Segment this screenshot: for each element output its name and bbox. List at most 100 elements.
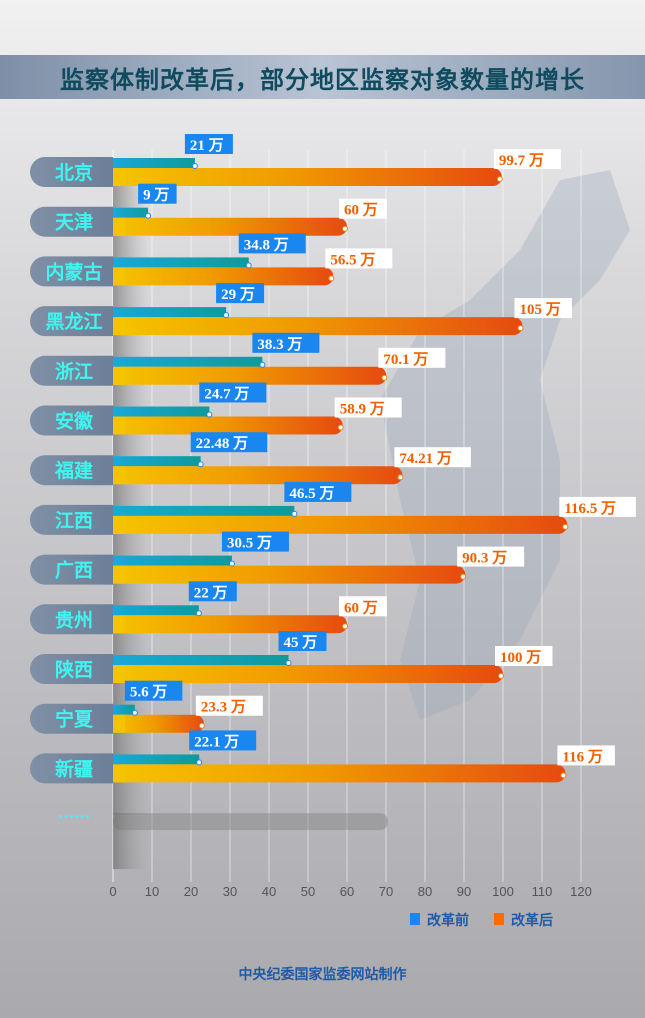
data-label-after-text: 74.21 万 — [399, 450, 452, 467]
data-label-after-text: 100 万 — [500, 649, 541, 666]
region-label-pill — [30, 405, 114, 436]
region-label: 江西 — [55, 510, 93, 532]
bar-shadow — [113, 782, 149, 815]
bar-before — [113, 456, 201, 467]
x-tick-label: 40 — [262, 884, 276, 899]
region-label: 宁夏 — [55, 708, 94, 731]
region-label-pill — [30, 455, 114, 486]
region-label-pill — [30, 703, 114, 734]
footer-credit: 中央纪委国家监委网站制作 — [238, 967, 407, 983]
legend-label-before: 改革前 — [427, 912, 469, 929]
marker-after — [498, 673, 504, 679]
bar-after-cap — [113, 168, 125, 186]
data-label-after-text: 99.7 万 — [499, 152, 544, 169]
chart-title: 监察体制改革后，部分地区监察对象数量的增长 — [60, 65, 585, 94]
data-label-before-text: 45 万 — [284, 634, 318, 651]
marker-before — [285, 660, 292, 666]
bar-after-cap — [113, 416, 125, 435]
data-label-before-bg — [238, 233, 306, 254]
x-tick-label: 0 — [109, 884, 116, 899]
data-label-before-text: 9 万 — [143, 187, 169, 204]
region-label-pill — [29, 504, 113, 535]
data-label-before-text: 29 万 — [221, 286, 255, 303]
x-tick-label: 120 — [570, 884, 592, 899]
bar-before — [113, 257, 249, 268]
marker-before — [195, 610, 202, 617]
x-tick-label: 20 — [184, 884, 198, 899]
x-tick-label: 90 — [457, 884, 471, 899]
bar-after — [113, 615, 347, 634]
region-label: 天津 — [55, 211, 93, 234]
legend-label-after: 改革后 — [511, 912, 553, 929]
marker-before — [131, 709, 138, 716]
data-label-before: 38.3 万 — [252, 332, 320, 353]
data-label-before-bg — [252, 332, 320, 353]
region-label: 福建 — [54, 459, 93, 482]
data-label-after-bg — [334, 397, 402, 418]
region-label-pill — [30, 157, 113, 187]
bar-before — [113, 505, 295, 516]
x-tick-label: 80 — [418, 884, 432, 899]
data-label-before-bg — [221, 531, 289, 552]
region-label: 广西 — [55, 559, 93, 582]
data-label-before: 9 万 — [138, 183, 177, 204]
data-label-after: 60 万 — [339, 596, 387, 617]
marker-after — [381, 374, 388, 381]
data-label-after-bg — [339, 596, 387, 617]
data-label-before-text: 34.8 万 — [244, 236, 289, 253]
marker-after — [517, 325, 524, 332]
marker-before — [191, 163, 198, 169]
marker-before — [228, 560, 235, 567]
marker-after — [397, 474, 404, 481]
region-label: 北京 — [55, 161, 93, 184]
data-label-after-text: 60 万 — [344, 599, 378, 616]
marker-after — [198, 722, 205, 729]
bar-after-cap — [113, 764, 125, 783]
data-label-after-text: 90.3 万 — [462, 550, 507, 567]
china-map-silhouette — [380, 170, 630, 720]
bar-before — [113, 655, 289, 665]
data-label-after: 90.3 万 — [457, 546, 525, 567]
data-label-after-bg — [378, 347, 446, 368]
data-label-before-text: 22.1 万 — [194, 733, 239, 750]
data-label-before-text: 21 万 — [190, 137, 224, 154]
data-label-before: 22 万 — [188, 581, 237, 602]
data-label-before-text: 30.5 万 — [227, 535, 272, 552]
bar-after — [113, 665, 503, 683]
marker-before — [259, 361, 266, 368]
data-label-before-text: 22.48 万 — [196, 435, 249, 452]
data-label-after-bg — [195, 695, 263, 716]
data-label-after-bg — [493, 149, 561, 169]
bar-after-cap — [113, 665, 125, 683]
region-label-pill — [30, 654, 113, 684]
bar-after — [113, 168, 502, 186]
data-label-after: 70.1 万 — [378, 347, 446, 368]
marker-before — [291, 510, 298, 517]
data-label-before-text: 24.7 万 — [204, 386, 249, 403]
placeholder-bar — [113, 813, 388, 831]
bar-before — [113, 605, 199, 616]
data-label-after: 100 万 — [495, 646, 553, 666]
data-label-before-text: 22 万 — [194, 584, 228, 601]
data-label-after: 60 万 — [339, 198, 387, 219]
bar-shadow — [113, 813, 149, 870]
data-label-before: 45 万 — [278, 631, 327, 651]
data-label-before-bg — [184, 134, 233, 154]
marker-before — [197, 461, 204, 468]
data-label-before-bg — [124, 680, 183, 701]
bar-after-cap — [113, 466, 125, 485]
data-label-before: 29 万 — [216, 283, 265, 304]
bar-after — [113, 317, 523, 336]
region-label-pill — [30, 604, 114, 635]
bar-after — [113, 714, 204, 733]
marker-before — [145, 212, 152, 219]
region-label: 贵州 — [55, 609, 93, 631]
region-label: 安徽 — [55, 410, 94, 433]
region-label: 内蒙古 — [45, 260, 102, 283]
data-label-after-text: 60 万 — [344, 202, 378, 219]
data-label-before: 34.8 万 — [238, 233, 306, 254]
bar-after — [113, 366, 387, 385]
bar-after-cap — [113, 565, 125, 584]
